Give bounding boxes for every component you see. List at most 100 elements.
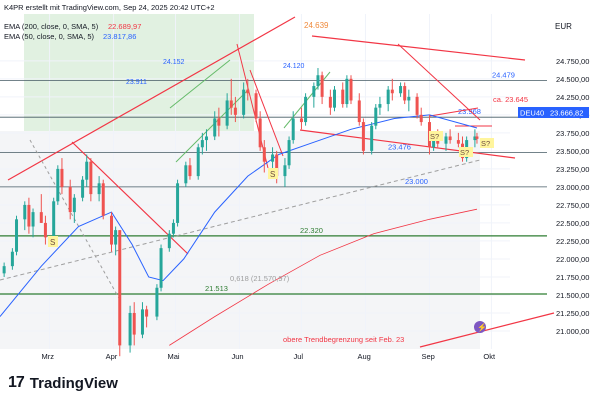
header-ema50-value: 23.817,86 bbox=[103, 32, 136, 41]
candle-body bbox=[204, 136, 208, 141]
candle-body bbox=[415, 96, 419, 115]
candle-body bbox=[85, 161, 89, 180]
trend-line-upper-bound bbox=[419, 312, 555, 348]
candle-body bbox=[254, 93, 258, 119]
tradingview-logo-icon: 17 bbox=[8, 374, 25, 391]
candle-body bbox=[225, 100, 229, 126]
candle-body bbox=[60, 168, 64, 187]
y-tick-label: 21.000,00 bbox=[556, 327, 589, 336]
x-tick-label: Jun bbox=[232, 352, 244, 361]
y-tick-label: 21.750,00 bbox=[556, 273, 589, 282]
x-tick-label: Sep bbox=[421, 352, 434, 361]
level-label: 23.000 bbox=[405, 177, 428, 186]
s-marker-2: S bbox=[270, 170, 275, 179]
s-marker-3: S? bbox=[430, 132, 439, 141]
candle-body bbox=[2, 266, 6, 274]
y-tick-label: 24.750,00 bbox=[556, 57, 589, 66]
candle-body bbox=[167, 233, 171, 249]
alert-icon[interactable] bbox=[474, 321, 486, 333]
last-price-bg bbox=[547, 107, 589, 118]
candle-body bbox=[233, 107, 237, 115]
ema200-line bbox=[169, 208, 478, 346]
candle-body bbox=[271, 154, 275, 162]
annotation-layer: 24.639 24.152 23.911 24.120 ca. 23.645 0… bbox=[48, 21, 528, 344]
candle-body bbox=[378, 104, 382, 108]
x-tick-label: Apr bbox=[106, 352, 118, 361]
candle-body bbox=[299, 118, 303, 123]
y-tick-label: 21.250,00 bbox=[556, 309, 589, 318]
level-layer: 24.479 23.968 23.476 23.000 22.320 21.513 bbox=[0, 70, 547, 295]
candle-body bbox=[361, 122, 365, 151]
candle-body bbox=[184, 165, 188, 184]
candle-body bbox=[374, 107, 378, 126]
candle-body bbox=[89, 161, 93, 195]
candle-body bbox=[386, 89, 390, 105]
level-label: 23.968 bbox=[458, 107, 481, 116]
s-marker-5: S? bbox=[481, 139, 490, 148]
candle-body bbox=[341, 89, 345, 105]
candle-body bbox=[407, 96, 411, 101]
y-tick-label: 24.250,00 bbox=[556, 93, 589, 102]
candle-body bbox=[312, 86, 316, 97]
last-price-value: 23.666,82 bbox=[550, 109, 583, 118]
candle-body bbox=[140, 309, 144, 335]
candle-body bbox=[275, 154, 279, 177]
y-tick-label: 22.250,00 bbox=[556, 237, 589, 246]
last-price-tag: DEU40 23.666,82 bbox=[518, 107, 589, 118]
x-tick-label: Mrz bbox=[42, 352, 55, 361]
candle-body bbox=[448, 136, 452, 141]
candle-body bbox=[357, 100, 361, 123]
annotation-fib: 0,618 (21.570,97) bbox=[230, 274, 290, 283]
candle-body bbox=[27, 204, 31, 227]
level-label: 23.476 bbox=[388, 143, 411, 152]
y-tick-label: 23.750,00 bbox=[556, 129, 589, 138]
level-label: 22.320 bbox=[300, 226, 323, 235]
candle-body bbox=[432, 136, 436, 148]
candle-body bbox=[304, 96, 308, 123]
candle-body bbox=[176, 183, 180, 223]
candle-body bbox=[43, 222, 47, 238]
s-marker-4: S? bbox=[460, 148, 469, 157]
s-marker-bg-2 bbox=[268, 168, 278, 179]
candle-body bbox=[159, 248, 163, 288]
x-tick-label: Okt bbox=[483, 352, 496, 361]
candle-body bbox=[229, 100, 233, 108]
candle-body bbox=[81, 179, 85, 198]
candle-body bbox=[188, 165, 192, 177]
y-tick-label: 23.500,00 bbox=[556, 147, 589, 156]
candle-body bbox=[15, 219, 19, 252]
header-ema200-label: EMA (200, close, 0, SMA, 5) bbox=[4, 22, 99, 31]
annotation-trend-note: obere Trendbegrenzung seit Feb. 23 bbox=[283, 335, 404, 344]
candle-body bbox=[332, 89, 336, 108]
candle-body bbox=[320, 75, 324, 97]
candle-body bbox=[128, 312, 132, 346]
trend-line-dashed-feb bbox=[29, 139, 121, 301]
candle-body bbox=[473, 136, 477, 141]
tradingview-brand: TradingView bbox=[29, 374, 118, 392]
candle-body bbox=[419, 114, 423, 123]
s-marker-bg-1 bbox=[48, 236, 58, 247]
candle-body bbox=[328, 96, 332, 108]
annotation-24120: 24.120 bbox=[283, 63, 305, 70]
candle-body bbox=[39, 212, 43, 223]
y-tick-label: 23.250,00 bbox=[556, 165, 589, 174]
y-tick-label: 22.000,00 bbox=[556, 255, 589, 264]
candle-body bbox=[200, 140, 204, 148]
annotation-peak: 24.639 bbox=[304, 21, 329, 30]
candle-body bbox=[31, 212, 35, 227]
header-ema200-value: 22.689,97 bbox=[108, 22, 141, 31]
y-tick-label: 21.500,00 bbox=[556, 291, 589, 300]
ema50-line bbox=[0, 114, 478, 317]
candle-body bbox=[72, 197, 76, 213]
candle-body bbox=[287, 140, 291, 166]
candle-body bbox=[345, 78, 349, 105]
s-marker-bg-5 bbox=[480, 138, 494, 148]
candle-body bbox=[291, 118, 295, 141]
symbol-tag: DEU40 bbox=[520, 109, 544, 118]
trend-line-channel-top bbox=[311, 35, 526, 61]
candle-body bbox=[456, 140, 460, 144]
tradingview-logo[interactable]: 17 TradingView bbox=[8, 374, 118, 392]
candle-body bbox=[23, 204, 27, 220]
trend-line-june-b bbox=[249, 69, 284, 157]
